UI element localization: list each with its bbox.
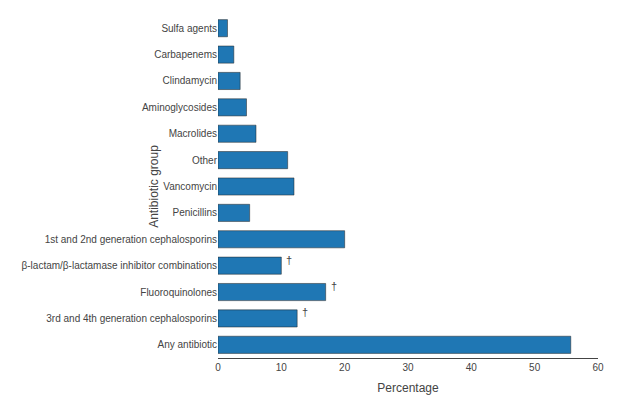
svg-text:20: 20 [339,362,351,373]
svg-text:3rd and 4th generation cephalo: 3rd and 4th generation cephalosporins [46,313,217,324]
svg-text:40: 40 [466,362,478,373]
svg-text:Macrolides: Macrolides [169,128,217,139]
svg-text:Fluoroquinolones: Fluoroquinolones [140,287,217,298]
svg-text:Penicillins: Penicillins [173,207,217,218]
svg-text:50: 50 [529,362,541,373]
svg-text:Carbapenems: Carbapenems [154,49,217,60]
svg-text:β-lactam/β-lactamase inhibitor: β-lactam/β-lactamase inhibitor combinati… [22,260,217,271]
svg-text:Sulfa agents: Sulfa agents [161,23,217,34]
svg-text:Aminoglycosides: Aminoglycosides [142,102,217,113]
svg-text:†: † [331,280,337,292]
svg-text:10: 10 [276,362,288,373]
svg-text:30: 30 [402,362,414,373]
svg-text:Vancomycin: Vancomycin [163,181,217,192]
svg-text:Clindamycin: Clindamycin [163,75,217,86]
svg-text:Any antibiotic: Any antibiotic [158,339,217,350]
svg-text:Percentage: Percentage [377,381,439,395]
svg-text:1st and 2nd generation cephalo: 1st and 2nd generation cephalosporins [45,234,217,245]
svg-text:Other: Other [192,155,218,166]
svg-text:†: † [286,254,292,266]
svg-text:Antibiotic group: Antibiotic group [147,145,161,228]
svg-text:†: † [302,306,308,318]
svg-text:0: 0 [215,362,221,373]
svg-text:60: 60 [592,362,604,373]
